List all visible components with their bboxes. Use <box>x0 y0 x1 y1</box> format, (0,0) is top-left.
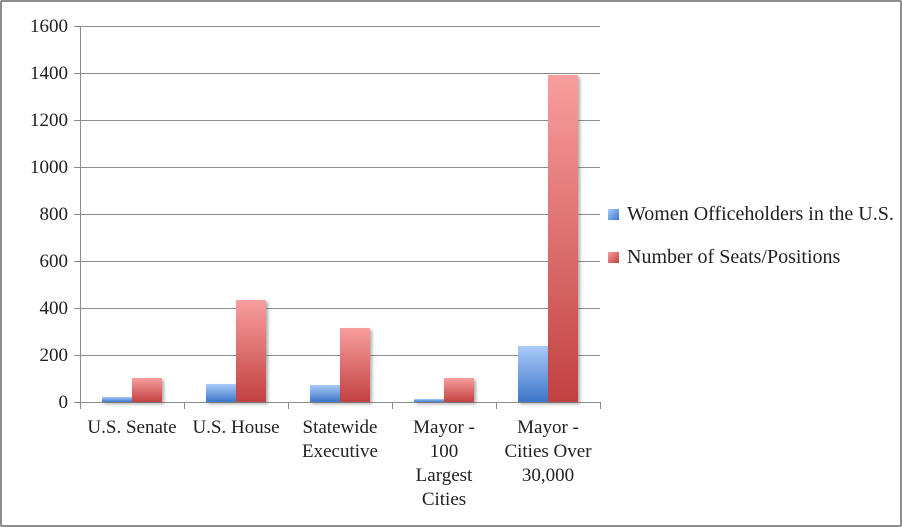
bar-seats-positions <box>444 378 474 402</box>
gridline <box>80 214 600 215</box>
legend-swatch-blue-icon <box>608 209 619 220</box>
gridline <box>80 308 600 309</box>
bar-seats-positions <box>132 378 162 402</box>
y-tick-label: 1000 <box>30 157 68 178</box>
bar-seats-positions <box>340 328 370 402</box>
x-category-label: Statewide Executive <box>288 416 392 464</box>
y-tick <box>74 214 80 215</box>
x-category-label: Mayor - Cities Over 30,000 <box>496 416 600 488</box>
bar-women-officeholders <box>102 397 132 402</box>
y-tick <box>74 73 80 74</box>
x-tick <box>392 402 393 409</box>
x-category-label-line: Mayor - <box>517 417 579 438</box>
bar-seats-positions <box>548 75 578 402</box>
y-tick-label: 600 <box>39 251 69 272</box>
gridline <box>80 402 600 403</box>
x-category-label-line: Cities Over <box>504 441 592 462</box>
y-tick-label: 1200 <box>30 110 68 131</box>
y-tick-label: 400 <box>39 298 69 319</box>
x-category-label-line: Mayor - <box>413 417 475 438</box>
y-tick <box>74 402 80 403</box>
x-tick <box>184 402 185 409</box>
bar-women-officeholders <box>414 399 444 402</box>
gridline <box>80 261 600 262</box>
x-tick <box>80 402 81 409</box>
x-category-label-line: 30,000 <box>521 465 575 486</box>
x-category-label-line: U.S. Senate <box>87 417 177 438</box>
y-tick <box>74 120 80 121</box>
legend-item-women-officeholders: Women Officeholders in the U.S. <box>608 203 894 226</box>
y-tick-label: 800 <box>39 204 69 225</box>
x-category-label: U.S. House <box>184 416 288 440</box>
y-tick <box>74 355 80 356</box>
x-category-label-line: Largest <box>415 465 473 486</box>
y-axis-line <box>80 26 81 403</box>
x-category-label: U.S. Senate <box>80 416 184 440</box>
x-category-label-line: Executive <box>302 441 378 462</box>
bar-seats-positions <box>236 300 266 402</box>
x-category-label-line: Cities <box>421 489 467 510</box>
x-category-label: Mayor - 100 Largest Cities <box>392 416 496 512</box>
x-tick <box>288 402 289 409</box>
bar-women-officeholders <box>310 385 340 402</box>
y-tick-label: 200 <box>39 345 69 366</box>
gridline <box>80 120 600 121</box>
x-category-label-line: U.S. House <box>192 417 280 438</box>
y-tick-label: 0 <box>58 392 69 413</box>
gridline <box>80 73 600 74</box>
y-tick <box>74 167 80 168</box>
gridline <box>80 167 600 168</box>
x-category-label-line: 100 <box>429 441 459 462</box>
bar-women-officeholders <box>518 346 548 402</box>
y-tick <box>74 26 80 27</box>
legend: Women Officeholders in the U.S. Number o… <box>608 203 894 289</box>
bar-women-officeholders <box>206 384 236 402</box>
legend-label: Number of Seats/Positions <box>627 246 841 268</box>
x-tick <box>496 402 497 409</box>
y-tick <box>74 308 80 309</box>
x-category-label-line: Statewide <box>302 417 378 438</box>
gridline <box>80 26 600 27</box>
legend-swatch-red-icon <box>608 252 619 263</box>
legend-label: Women Officeholders in the U.S. <box>627 203 894 225</box>
legend-item-seats-positions: Number of Seats/Positions <box>608 246 894 269</box>
y-tick-label: 1400 <box>30 63 68 84</box>
y-tick-label: 1600 <box>30 16 68 37</box>
x-tick <box>600 402 601 409</box>
y-tick <box>74 261 80 262</box>
